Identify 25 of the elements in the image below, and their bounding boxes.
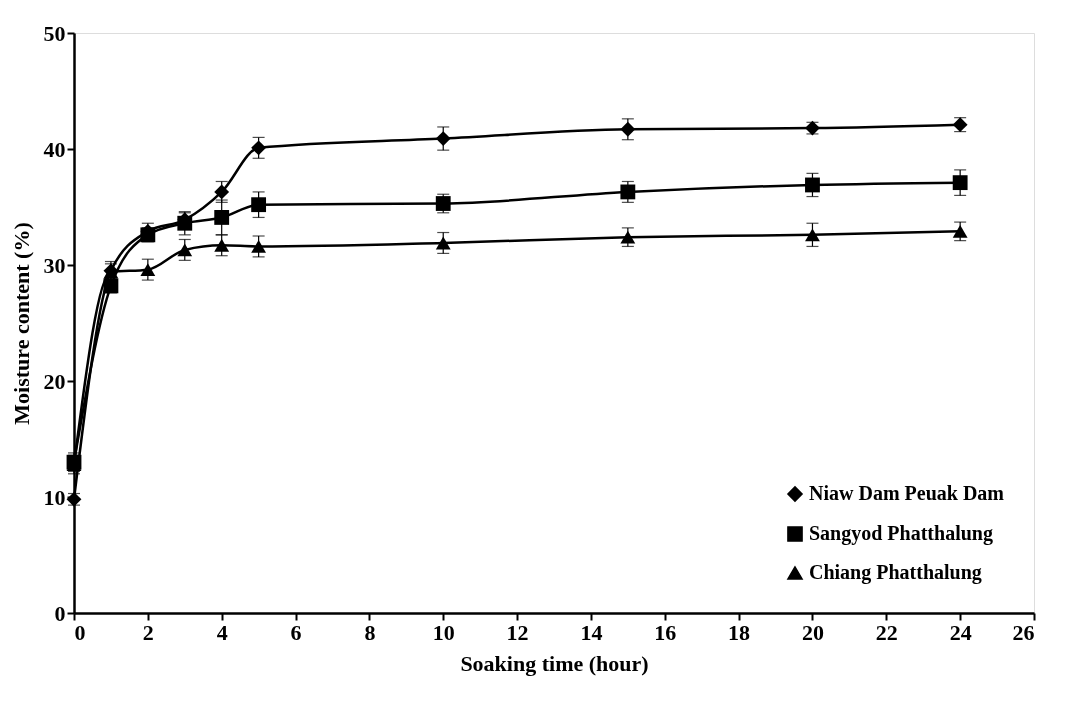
y-tick-label: 10 — [43, 484, 66, 510]
x-axis-title: Soaking time (hour) — [460, 650, 649, 676]
x-tick-label: 16 — [654, 619, 677, 645]
x-tick-label: 10 — [432, 619, 455, 645]
x-tick-label: 4 — [216, 619, 228, 645]
legend-label: Niaw Dam Peuak Dam — [809, 482, 1005, 504]
x-tick-label: 8 — [364, 619, 376, 645]
x-tick-label: 14 — [580, 619, 603, 645]
y-tick-label: 40 — [43, 136, 66, 162]
x-tick-label: 20 — [801, 619, 824, 645]
x-tick-label: 2 — [142, 619, 154, 645]
x-tick-label: 18 — [728, 619, 751, 645]
y-tick-label: 30 — [43, 252, 66, 278]
x-tick-label: 26 — [1012, 619, 1035, 645]
y-tick-label: 20 — [43, 368, 66, 394]
x-tick-label: 0 — [74, 619, 86, 645]
legend-label: Chiang Phatthalung — [809, 561, 982, 584]
y-tick-label: 0 — [54, 600, 66, 626]
x-tick-label: 12 — [506, 619, 529, 645]
y-axis-title: Moisture content (%) — [8, 222, 34, 425]
legend-label: Sangyod Phatthalung — [809, 522, 993, 545]
x-tick-label: 6 — [290, 619, 302, 645]
y-tick-label: 50 — [43, 20, 66, 46]
x-tick-label: 22 — [875, 619, 898, 645]
x-tick-label: 24 — [949, 619, 972, 645]
